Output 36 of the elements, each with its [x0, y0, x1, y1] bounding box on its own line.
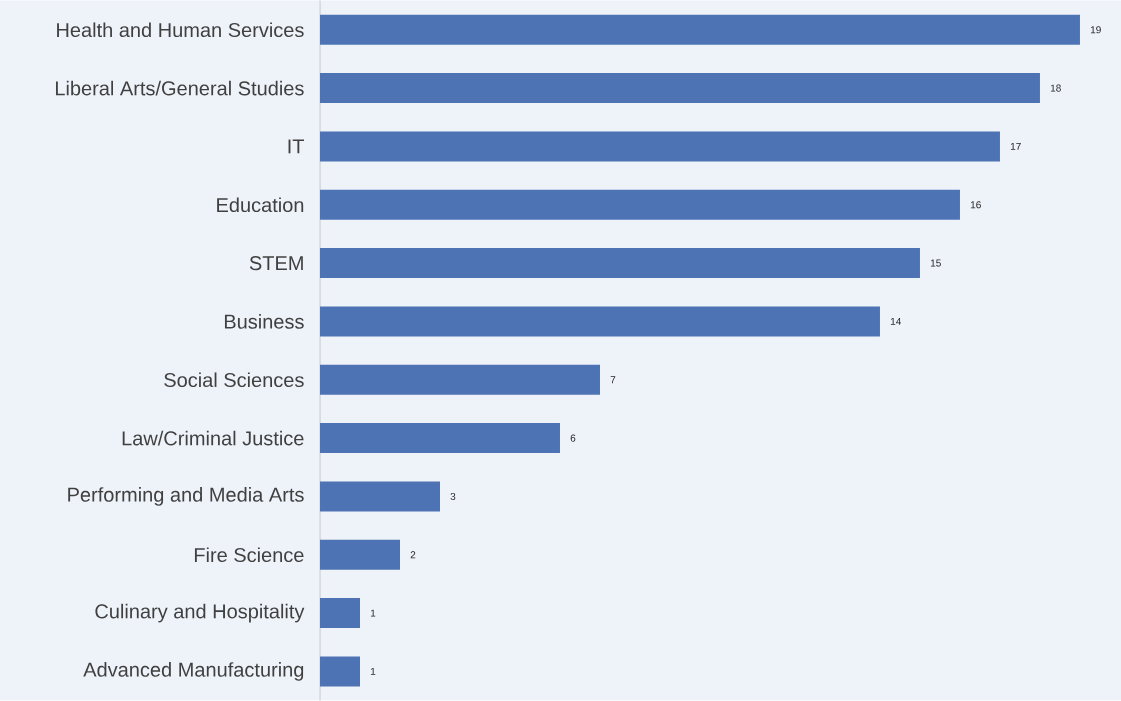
bar: [320, 73, 1040, 103]
bar: [320, 598, 360, 628]
y-tick-label: STEM: [249, 255, 303, 271]
data-label: 14: [890, 317, 901, 325]
bar: [320, 423, 560, 454]
data-label: 19: [1090, 26, 1101, 34]
y-tick-label: Liberal Arts/General Studies: [55, 80, 304, 96]
y-tick-label: Social Sciences: [164, 372, 304, 388]
bar: [320, 189, 960, 220]
data-label: 15: [930, 259, 941, 267]
bar: [320, 14, 1080, 45]
y-tick-label: Performing and Media Arts: [68, 487, 304, 506]
y-tick-label: Business: [224, 313, 304, 329]
data-label: 1: [370, 667, 376, 675]
y-tick-label: Health and Human Services: [57, 22, 304, 38]
bar: [320, 481, 440, 512]
data-label: 18: [1050, 84, 1061, 92]
y-tick-label: Education: [217, 197, 304, 213]
data-label: 1: [370, 609, 376, 617]
data-label: 17: [1010, 142, 1021, 150]
y-tick-label: Fire Science: [194, 547, 304, 563]
data-label: 3: [450, 492, 456, 500]
bar: [320, 248, 920, 279]
bar: [320, 656, 360, 687]
y-tick-label: IT: [288, 139, 305, 154]
data-label: 16: [970, 201, 981, 209]
y-tick-label: Law/Criminal Justice: [122, 430, 304, 446]
bar: [320, 364, 600, 395]
data-label: 6: [570, 434, 576, 442]
y-tick-label: Advanced Manufacturing: [83, 662, 304, 681]
bar: [320, 306, 880, 337]
bar: [320, 539, 400, 570]
y-tick-label: Culinary and Hospitality: [95, 603, 305, 623]
bar: [320, 131, 1000, 162]
data-label: 7: [610, 376, 616, 384]
data-label: 2: [410, 551, 416, 559]
